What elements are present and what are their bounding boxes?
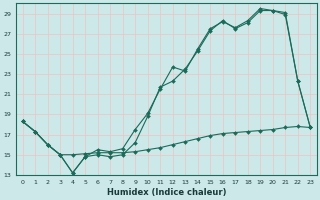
X-axis label: Humidex (Indice chaleur): Humidex (Indice chaleur) xyxy=(107,188,226,197)
